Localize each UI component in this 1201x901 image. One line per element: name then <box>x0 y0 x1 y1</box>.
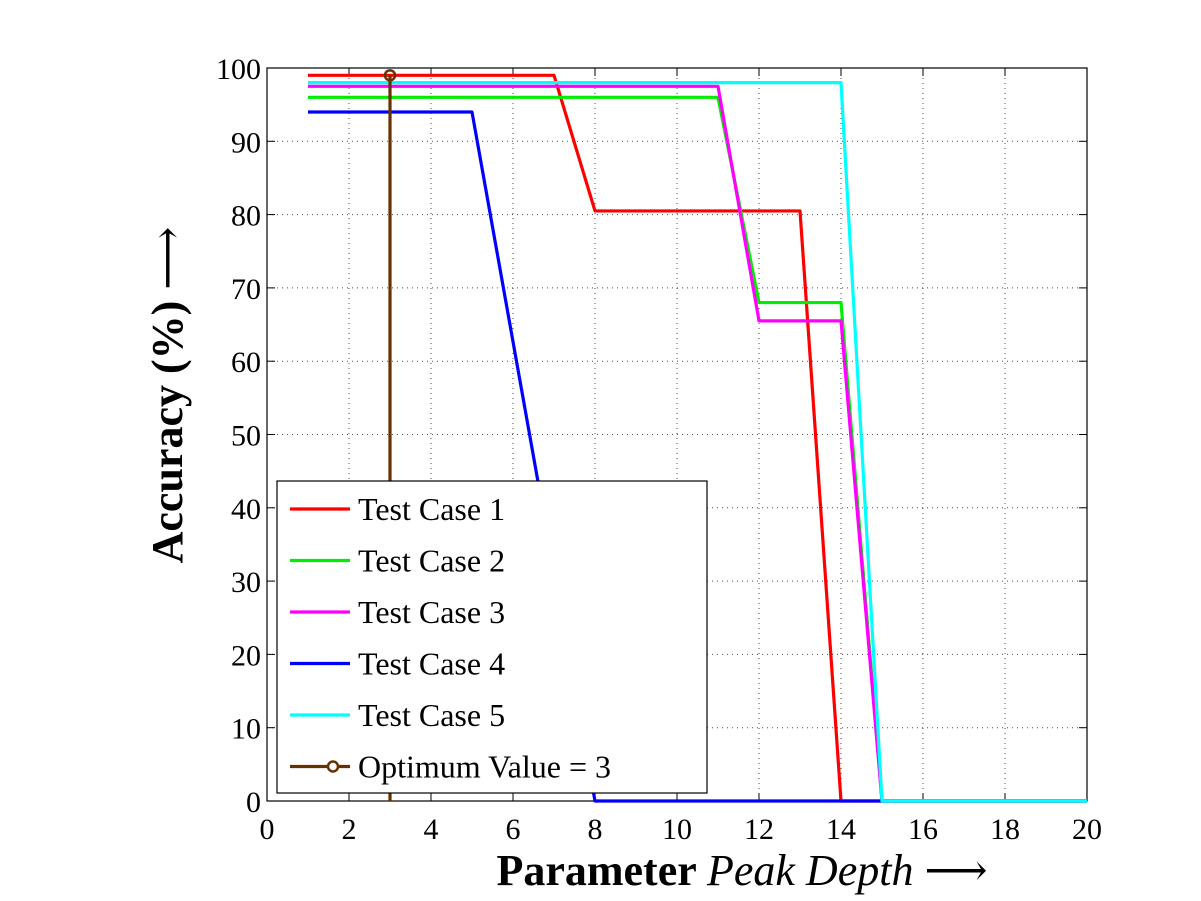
y-tick-label: 50 <box>231 420 261 453</box>
x-tick-label: 0 <box>260 813 275 846</box>
x-tick-label: 4 <box>424 813 439 846</box>
y-axis-arrow: ⟶ <box>143 227 192 290</box>
x-tick-label: 16 <box>908 813 938 846</box>
y-tick-label: 60 <box>231 346 261 379</box>
y-tick-label: 100 <box>216 53 261 86</box>
legend: Test Case 1 Test Case 2 Test Case 3 Test Ca… <box>276 480 708 794</box>
y-tick-label: 90 <box>231 126 261 159</box>
x-tick-label: 8 <box>588 813 603 846</box>
axis-ticks: 0 2 4 6 8 10 12 14 16 18 20 0 10 20 30 40 50 60 70 80 90 100 <box>216 53 1102 846</box>
y-tick-label: 40 <box>231 493 261 526</box>
y-tick-label: 80 <box>231 200 261 233</box>
x-tick-label: 18 <box>990 813 1020 846</box>
x-tick-label: 14 <box>826 813 856 846</box>
legend-label: Test Case 3 <box>358 594 505 630</box>
x-axis-arrow: ⟶ <box>924 846 987 895</box>
legend-label: Test Case 4 <box>358 646 505 682</box>
legend-box <box>276 480 708 794</box>
x-tick-label: 2 <box>342 813 357 846</box>
legend-label: Test Case 2 <box>358 543 505 579</box>
x-tick-label: 20 <box>1072 813 1102 846</box>
legend-marker <box>326 760 340 773</box>
legend-label: Optimum Value = 3 <box>358 749 611 785</box>
y-tick-label: 70 <box>231 273 261 306</box>
legend-label: Test Case 1 <box>358 491 505 527</box>
y-tick-label: 10 <box>231 713 261 746</box>
y-axis-label: Accuracy (%) ⟶ <box>143 227 192 564</box>
x-axis-label: Parameter Peak Depth ⟶ <box>496 846 987 895</box>
x-tick-label: 6 <box>506 813 521 846</box>
y-tick-label: 20 <box>231 639 261 672</box>
y-tick-label: 0 <box>246 786 261 819</box>
y-tick-label: 30 <box>231 566 261 599</box>
x-tick-label: 12 <box>744 813 774 846</box>
series-line-test-case-5 <box>308 81 1087 803</box>
optimum-marker <box>383 69 397 82</box>
legend-label: Test Case 5 <box>358 697 505 733</box>
x-tick-label: 10 <box>662 813 692 846</box>
